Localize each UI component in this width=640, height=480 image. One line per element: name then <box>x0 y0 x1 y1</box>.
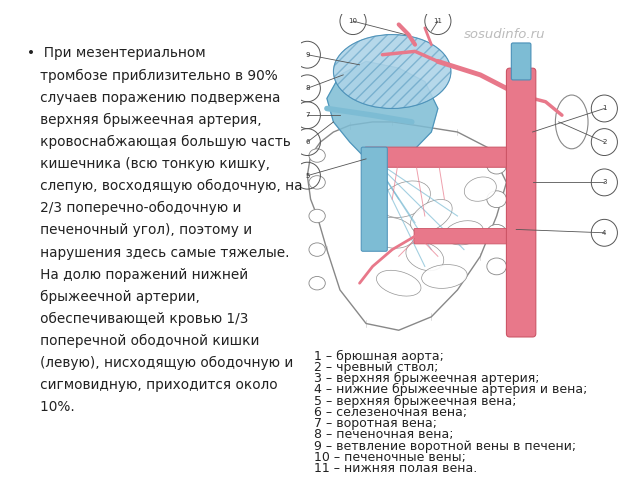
Text: тромбозе приблизительно в 90%: тромбозе приблизительно в 90% <box>27 69 278 83</box>
Text: 3 – верхняя брыжеечная артерия;: 3 – верхняя брыжеечная артерия; <box>314 372 540 385</box>
Ellipse shape <box>487 225 506 241</box>
Text: верхняя брыжеечная артерия,: верхняя брыжеечная артерия, <box>27 113 262 127</box>
Ellipse shape <box>422 264 467 288</box>
Text: кровоснабжающая большую часть: кровоснабжающая большую часть <box>27 135 291 149</box>
Text: печеночный угол), поэтому и: печеночный угол), поэтому и <box>27 223 252 238</box>
Text: 6: 6 <box>305 139 310 145</box>
Text: 9: 9 <box>305 52 310 58</box>
Polygon shape <box>327 61 438 159</box>
Text: 1 – брюшная аорта;: 1 – брюшная аорта; <box>314 349 444 362</box>
Text: На долю поражений нижней: На долю поражений нижней <box>27 268 248 282</box>
Text: 10: 10 <box>349 18 358 24</box>
Text: (левую), нисходящую ободочную и: (левую), нисходящую ободочную и <box>27 356 293 370</box>
Text: 7: 7 <box>305 112 310 118</box>
Text: 6 – селезеночная вена;: 6 – селезеночная вена; <box>314 406 467 419</box>
Text: 5 – верхняя брыжеечная вена;: 5 – верхняя брыжеечная вена; <box>314 395 516 408</box>
FancyBboxPatch shape <box>364 147 518 167</box>
Text: поперечной ободочной кишки: поперечной ободочной кишки <box>27 334 259 348</box>
Ellipse shape <box>309 243 325 256</box>
FancyBboxPatch shape <box>511 43 531 80</box>
Polygon shape <box>307 122 506 330</box>
Text: 4: 4 <box>602 230 607 236</box>
Text: sosudinfo.ru: sosudinfo.ru <box>464 28 545 41</box>
Ellipse shape <box>380 181 431 217</box>
Ellipse shape <box>333 35 451 108</box>
Ellipse shape <box>309 276 325 290</box>
Text: сигмовидную, приходится около: сигмовидную, приходится около <box>27 378 278 392</box>
FancyBboxPatch shape <box>361 147 387 252</box>
Text: 3: 3 <box>602 180 607 185</box>
Text: 9 – ветвление воротной вены в печени;: 9 – ветвление воротной вены в печени; <box>314 440 576 453</box>
Text: 2 – чревный ствол;: 2 – чревный ствол; <box>314 361 438 374</box>
Ellipse shape <box>487 157 506 174</box>
Text: 5: 5 <box>305 173 310 179</box>
Text: слепую, восходящую ободочную, на: слепую, восходящую ободочную, на <box>27 179 302 193</box>
Text: 2/3 поперечно-ободочную и: 2/3 поперечно-ободочную и <box>27 201 241 216</box>
FancyBboxPatch shape <box>506 68 536 337</box>
Ellipse shape <box>309 149 325 162</box>
Text: 7 – воротная вена;: 7 – воротная вена; <box>314 417 437 430</box>
Text: 1: 1 <box>602 106 607 111</box>
Ellipse shape <box>556 95 588 149</box>
Ellipse shape <box>410 200 452 232</box>
FancyBboxPatch shape <box>414 228 517 244</box>
Ellipse shape <box>487 191 506 207</box>
Text: случаев поражению подвержена: случаев поражению подвержена <box>27 91 280 105</box>
Ellipse shape <box>406 242 444 271</box>
Ellipse shape <box>309 176 325 189</box>
Text: обеспечивающей кровью 1/3: обеспечивающей кровью 1/3 <box>27 312 248 326</box>
Text: 10%.: 10%. <box>27 400 75 414</box>
Text: брыжеечной артерии,: брыжеечной артерии, <box>27 290 200 304</box>
Ellipse shape <box>309 209 325 223</box>
Text: 4 – нижние брыжеечные артерия и вена;: 4 – нижние брыжеечные артерия и вена; <box>314 384 588 396</box>
Ellipse shape <box>369 217 415 248</box>
Ellipse shape <box>445 221 483 245</box>
Ellipse shape <box>464 177 497 201</box>
Text: кишечника (всю тонкую кишку,: кишечника (всю тонкую кишку, <box>27 157 270 171</box>
Text: 2: 2 <box>602 139 607 145</box>
Ellipse shape <box>487 258 506 275</box>
Text: 11: 11 <box>433 18 442 24</box>
Text: 8: 8 <box>305 85 310 91</box>
Text: нарушения здесь самые тяжелые.: нарушения здесь самые тяжелые. <box>27 246 289 260</box>
Ellipse shape <box>376 270 421 296</box>
Text: •  При мезентериальном: • При мезентериальном <box>27 47 205 60</box>
Text: 8 – печеночная вена;: 8 – печеночная вена; <box>314 429 453 442</box>
Text: 10 – печеночные вены;: 10 – печеночные вены; <box>314 451 466 464</box>
Text: 11 – нижняя полая вена.: 11 – нижняя полая вена. <box>314 462 477 475</box>
